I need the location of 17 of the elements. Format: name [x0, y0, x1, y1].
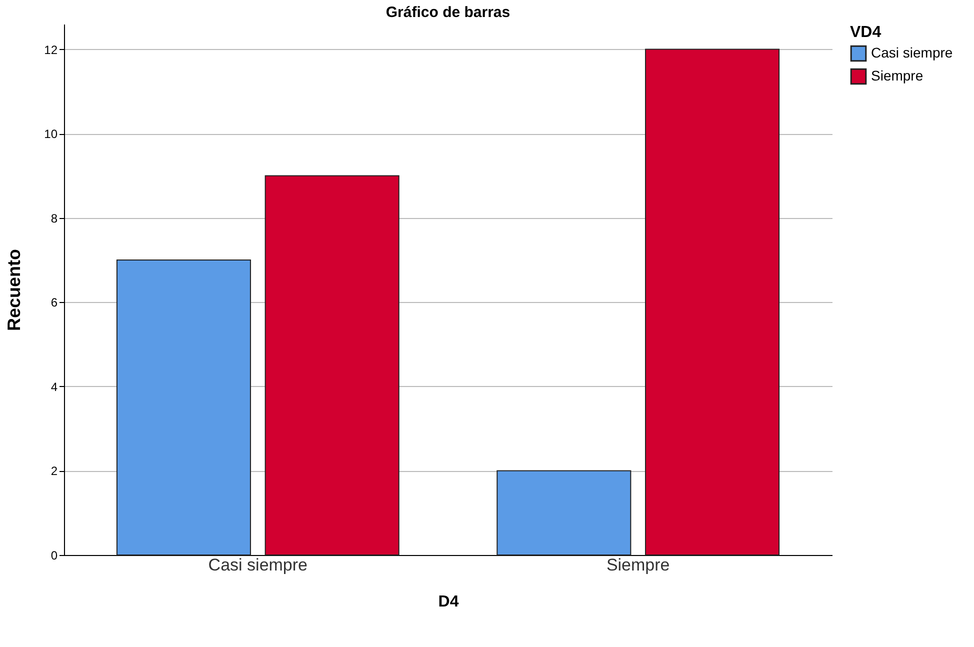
bar — [496, 470, 632, 556]
y-tick-label: 2 — [50, 464, 58, 478]
y-tick-label: 0 — [50, 548, 58, 562]
y-tick-label: 12 — [44, 42, 58, 57]
chart-title: Gráfico de barras — [386, 4, 510, 21]
y-tick-label: 8 — [50, 211, 58, 226]
bar — [116, 260, 251, 556]
y-tick-label: 10 — [44, 127, 58, 142]
legend-label: Siempre — [871, 68, 924, 84]
x-axis-title: D4 — [438, 594, 459, 610]
y-tick-label: 4 — [50, 380, 58, 394]
bar — [264, 175, 400, 556]
y-tick-label: 6 — [50, 296, 58, 310]
legend-label: Casi siempre — [871, 44, 953, 60]
legend-title: VD4 — [850, 24, 882, 41]
y-axis-title: Recuento — [4, 248, 24, 332]
bar — [645, 48, 780, 556]
